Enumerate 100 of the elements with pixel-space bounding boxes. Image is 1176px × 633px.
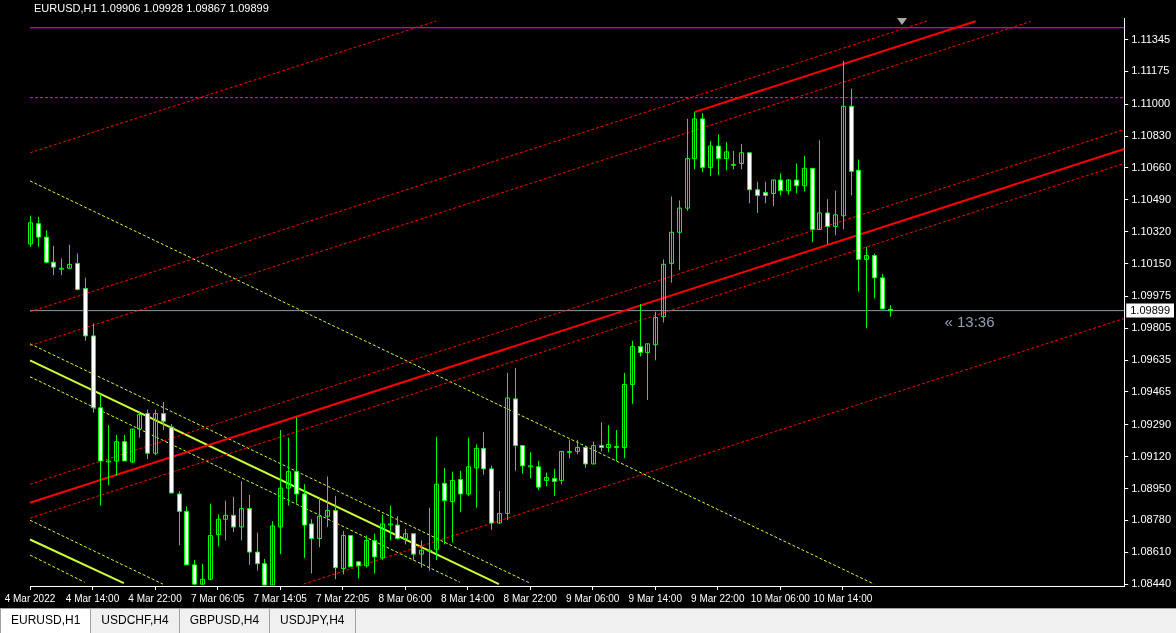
y-tick-label: 1.09290 — [1131, 417, 1171, 430]
x-tick-label: 10 Mar 14:00 — [813, 592, 873, 604]
x-tick-label: 4 Mar 2022 — [4, 592, 56, 604]
candlestick — [614, 429, 619, 462]
y-tick-label: 1.08950 — [1131, 481, 1171, 494]
y-tick-label: 1.08780 — [1131, 513, 1171, 526]
candlestick — [411, 533, 416, 561]
candlestick — [755, 181, 760, 214]
x-tick-label: 8 Mar 06:00 — [378, 592, 433, 604]
candlestick — [474, 443, 479, 509]
candlestick — [591, 441, 596, 465]
candlestick — [677, 199, 682, 271]
candlestick — [685, 118, 690, 212]
candlestick — [763, 181, 768, 204]
x-tick-label: 7 Mar 14:05 — [253, 592, 308, 604]
candlestick — [36, 216, 41, 248]
candlestick — [223, 500, 228, 541]
y-tick-label: 1.10150 — [1131, 256, 1171, 269]
candlestick — [270, 520, 275, 586]
candlestick — [106, 424, 111, 486]
candlestick — [817, 139, 822, 230]
text: EURUSD,H1 — [0, 609, 92, 633]
candlestick — [380, 513, 385, 561]
candlestick — [450, 471, 455, 544]
candlestick — [145, 409, 150, 460]
candlestick — [536, 460, 541, 491]
candlestick — [466, 437, 471, 497]
candlestick — [67, 244, 72, 269]
candlestick — [559, 450, 564, 485]
candlestick — [161, 401, 166, 431]
candlestick — [622, 372, 627, 459]
candlestick — [653, 311, 658, 361]
text: USDCHF,H4 — [91, 609, 180, 633]
candlestick — [645, 343, 650, 401]
y-tick-label: 1.09805 — [1131, 321, 1171, 334]
y-tick-label: 1.11000 — [1131, 97, 1171, 110]
chart-title: EURUSD,H1 1.09906 1.09928 1.09867 1.09899 — [34, 2, 269, 15]
y-tick-label: 1.09975 — [1131, 289, 1171, 302]
y-tick-label: 1.09635 — [1131, 353, 1171, 366]
candlestick — [239, 480, 244, 541]
candlestick — [114, 434, 119, 477]
candlestick — [864, 246, 869, 329]
candlestick — [638, 303, 643, 357]
x-tick-label: 9 Mar 22:00 — [691, 592, 745, 604]
candlestick — [661, 258, 666, 323]
candlestick — [317, 496, 322, 548]
x-tick-label: 4 Mar 14:00 — [65, 592, 120, 604]
y-tick-label: 1.08610 — [1131, 545, 1171, 558]
x-tick-label: 8 Mar 22:00 — [503, 592, 558, 604]
candlestick — [286, 437, 291, 507]
candlestick — [528, 451, 533, 479]
candlestick — [200, 563, 205, 586]
candlestick — [700, 112, 705, 173]
candlestick — [771, 179, 776, 207]
y-tick-label: 1.11345 — [1131, 32, 1171, 45]
candlestick — [278, 429, 283, 555]
y-tick-label: 1.08440 — [1131, 577, 1171, 590]
candlestick — [137, 411, 142, 439]
x-tick-label: 9 Mar 14:00 — [628, 592, 683, 604]
x-tick-label: 7 Mar 06:05 — [190, 592, 245, 604]
candlestick — [434, 436, 439, 561]
text: GBPUSD,H4 — [179, 609, 271, 633]
y-tick-label: 1.10660 — [1131, 161, 1171, 173]
y-tick-label: 1.09465 — [1131, 385, 1171, 398]
x-tick-label: 4 Mar 22:00 — [128, 592, 183, 604]
candlestick — [427, 507, 432, 572]
x-tick-label: 10 Mar 06:00 — [750, 592, 811, 604]
candlestick — [364, 535, 369, 569]
y-tick-label: 1.10830 — [1131, 129, 1171, 142]
candlestick — [505, 372, 510, 521]
candlestick — [497, 490, 502, 525]
y-tick-label: 1.11175 — [1131, 64, 1170, 77]
candlestick — [208, 503, 213, 581]
x-tick-label: 7 Mar 22:05 — [315, 592, 370, 604]
text: USDJPY,H4 — [270, 609, 356, 633]
candlestick — [153, 409, 158, 456]
x-tick-label: 9 Mar 06:00 — [566, 592, 620, 604]
candlestick — [28, 215, 33, 248]
y-tick-label: 1.09120 — [1131, 449, 1171, 462]
candlestick — [177, 490, 182, 546]
candlestick — [302, 483, 307, 559]
candlestick — [599, 421, 604, 452]
ref-line-label: 1.09899 — [1130, 303, 1170, 316]
candlestick — [630, 340, 635, 405]
candlestick — [567, 439, 572, 459]
candlestick — [606, 424, 611, 453]
candlestick — [419, 539, 424, 569]
y-tick-label: 1.10320 — [1131, 224, 1171, 237]
y-tick-label: 1.10490 — [1131, 192, 1171, 205]
candlestick — [388, 505, 393, 541]
candlestick — [341, 530, 346, 575]
candlestick — [325, 476, 330, 528]
x-tick-label: 8 Mar 14:00 — [441, 592, 495, 604]
candlestick — [708, 140, 713, 177]
candlestick — [724, 141, 729, 171]
candlestick — [692, 111, 697, 170]
candlestick — [247, 494, 252, 566]
candlestick — [130, 428, 135, 464]
candlestick — [802, 155, 807, 193]
candlestick — [833, 190, 838, 236]
